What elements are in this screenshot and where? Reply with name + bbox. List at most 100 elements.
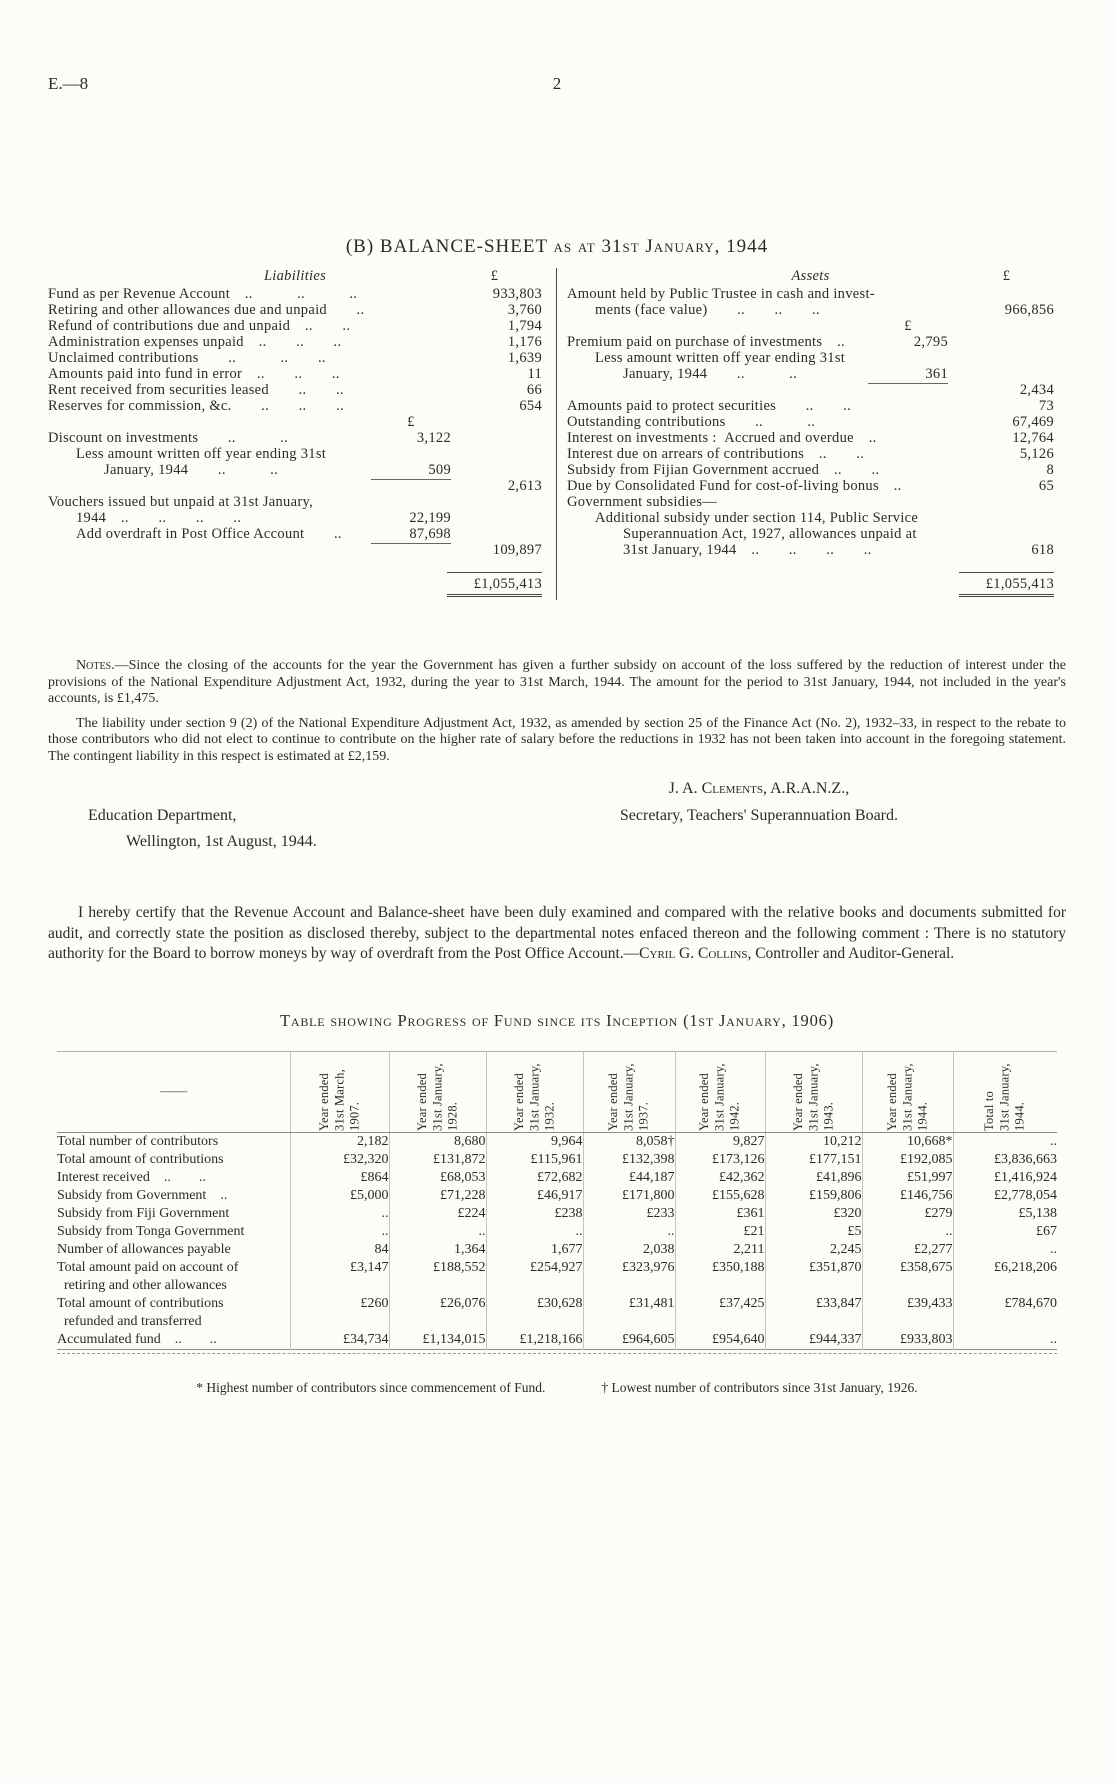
progress-cell: £1,218,166 [485,1330,583,1349]
assets-line: Less amount written off year ending 31st [567,350,1054,366]
progress-cell: £964,605 [582,1330,675,1349]
assets-line: 31st January, 1944 .. .. .. .. 618 [567,542,1054,558]
progress-cell: 10,212 [764,1132,862,1151]
progress-cell: £26,076 [388,1294,486,1331]
progress-row: Total amount of contributions refunded a… [57,1294,1057,1331]
amount-outer: £1,055,413 [447,572,542,597]
progress-col-header: Year ended 31st January, 1937. [582,1051,675,1133]
amount-outer: 3,760 [507,302,542,318]
progress-cell: 9,964 [485,1132,583,1151]
progress-cell: .. [388,1222,486,1241]
progress-row-label: Total amount paid on account of retiring… [57,1259,239,1293]
line-label: Outstanding contributions .. .. [567,414,816,430]
progress-col-header: Year ended 31st January, 1944. [861,1051,953,1133]
amount-outer: 2,613 [507,478,542,494]
liabilities-line: 109,897 [48,542,542,558]
progress-cell: £361 [674,1204,765,1223]
progress-cell: £39,433 [861,1294,953,1331]
progress-row: Accumulated fund .. .. £34,734 £1,134,015 £… [57,1330,1057,1349]
progress-cell: £31,481 [582,1294,675,1331]
progress-cell: 2,211 [674,1240,765,1259]
progress-cell: £67 [952,1222,1057,1241]
progress-cell: 10,668* [861,1132,953,1151]
page-number: 2 [552,74,562,93]
progress-cell: £1,134,015 [388,1330,486,1349]
progress-cell: £30,628 [485,1294,583,1331]
pound-symbol: £ [1002,268,1011,284]
progress-cell: .. [861,1222,953,1241]
line-label: Additional subsidy under section 114, Pu… [595,510,919,526]
progress-cell: £350,188 [674,1258,765,1295]
amount-outer: 12,764 [1012,430,1054,446]
progress-cell: £238 [485,1204,583,1223]
amount-inner: 87,698 [371,526,451,544]
amount-outer: 67,469 [1012,414,1054,430]
progress-row-label: Total amount of contributions refunded a… [57,1295,224,1329]
signature-area: J. A. Clements, A.R.A.N.Z., Secretary, T… [48,775,1066,861]
progress-cell: 2,182 [289,1132,389,1151]
auditor-title: , Controller and Auditor-General. [747,945,955,962]
progress-cell: 84 [289,1240,389,1259]
amount-inner: 2,795 [913,334,948,350]
audit-certification: I hereby certify that the Revenue Accoun… [48,903,1066,965]
liabilities-heading-row: Liabilities £ [48,268,542,284]
progress-cell: £21 [674,1222,765,1241]
signatory-role: Secretary, Teachers' Superannuation Boar… [619,807,898,824]
progress-cell: £51,997 [861,1168,953,1187]
progress-col-header: Year ended 31st January, 1928. [388,1051,486,1133]
progress-row: Total amount paid on account of retiring… [57,1258,1057,1295]
liabilities-line: £ [48,414,542,430]
assets-line: Amount held by Public Trustee in cash an… [567,286,1054,302]
assets-line: Premium paid on purchase of investments … [567,334,1054,350]
assets-column: Assets £ Amount held by Public Trustee in … [557,268,1066,600]
line-label: Retiring and other allowances due and un… [48,302,365,318]
progress-cell: £944,337 [764,1330,862,1349]
balance-sheet-title-sub: as at 31st January, 1944 [553,236,769,257]
progress-cell: £2,277 [861,1240,953,1259]
progress-cell: £171,800 [582,1186,675,1205]
progress-cell: .. [952,1240,1057,1259]
notes-paragraph-1: Notes.—Since the closing of the accounts… [48,658,1066,708]
progress-cell: £34,734 [289,1330,389,1349]
amount-outer: 1,794 [507,318,542,334]
header-spacer [730,74,1066,94]
liabilities-line: Refund of contributions due and unpaid .… [48,318,542,334]
progress-cell: £5,138 [952,1204,1057,1223]
line-label: Superannuation Act, 1927, allowances unp… [623,526,917,542]
progress-col-header: Year ended 31st January, 1942. [674,1051,765,1133]
certification-text: I hereby certify that the Revenue Accoun… [48,904,1066,962]
progress-cell: £37,425 [674,1294,765,1331]
notes-label: Notes.— [76,658,129,673]
liabilities-line: Reserves for commission, &c. .. .. .. 654 [48,398,542,414]
progress-cell: £1,416,924 [952,1168,1057,1187]
amount-outer: 933,803 [492,286,542,302]
progress-cell: £177,151 [764,1150,862,1169]
progress-col-header: Year ended 31st March, 1907. [289,1051,389,1133]
assets-line: Interest on investments : Accrued and ov… [567,430,1054,446]
line-label: Rent received from securities leased .. … [48,382,344,398]
balance-sheet-title-main: (B) BALANCE-SHEET [345,236,548,257]
progress-cell: £173,126 [674,1150,765,1169]
line-label: ments (face value) .. .. .. [595,302,820,318]
amount-outer: 1,639 [507,350,542,366]
footnote-lowest: † Lowest number of contributors since 31… [601,1379,918,1395]
line-label: 31st January, 1944 .. .. .. .. [623,542,872,558]
progress-cell: £351,870 [764,1258,862,1295]
progress-cell: £3,147 [289,1258,389,1295]
progress-cell: £784,670 [952,1294,1057,1331]
amount-outer: 11 [527,366,542,382]
progress-row: Subsidy from Tonga Government........ £21… [57,1222,1057,1241]
assets-line: Outstanding contributions .. .. 67,469 [567,414,1054,430]
assets-line: 2,434 [567,382,1054,398]
progress-row-label: Total amount of contributions [57,1151,224,1167]
progress-row-label: Subsidy from Tonga Government [57,1223,245,1239]
progress-col-header-text: Year ended 31st January, 1932. [511,1062,557,1131]
progress-cell: £41,896 [764,1168,862,1187]
progress-cell: £115,961 [485,1150,583,1169]
page-header: E.—8 2 [0,0,1114,94]
progress-row: Subsidy from Government .. £5,000 £71,228 £… [57,1186,1057,1205]
amount-outer: 8 [1046,462,1054,478]
notes-section: Notes.—Since the closing of the accounts… [48,658,1066,765]
department-block: Education Department, Wellington, 1st Au… [88,803,317,855]
